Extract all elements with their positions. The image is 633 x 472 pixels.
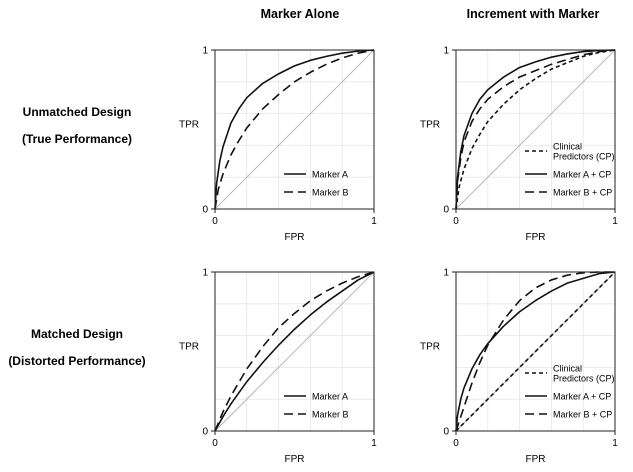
- y-tick-label: 1: [443, 46, 449, 57]
- y-axis-label: TPR: [179, 120, 199, 131]
- legend: Marker A Marker B: [284, 392, 349, 420]
- legend-label-line: Marker B: [312, 188, 349, 198]
- y-tick-label: 0: [443, 427, 449, 438]
- x-tick-label: 0: [212, 216, 218, 227]
- legend-label-line: Marker B + CP: [553, 410, 612, 420]
- legend-label: Marker B + CP: [553, 410, 612, 420]
- plot-frame: [455, 49, 616, 210]
- legend-label-line: Predictors (CP): [553, 152, 615, 162]
- legend-label: Marker B: [312, 188, 349, 198]
- legend-label: Marker A: [312, 392, 348, 402]
- legend: Clinical Predictors (CP) Marker A + CP Mark…: [525, 142, 615, 198]
- legend-label-line: Marker A + CP: [553, 170, 611, 180]
- series-line-marker-b-cp: [455, 271, 615, 432]
- chance-diagonal: [455, 49, 616, 210]
- column-title-increment: Increment with Marker: [467, 7, 600, 21]
- legend-label-line: Marker A + CP: [553, 392, 611, 402]
- x-tick-label: 1: [612, 438, 618, 449]
- x-tick-label: 1: [371, 216, 377, 227]
- x-tick-label: 1: [371, 438, 377, 449]
- column-title-marker-alone: Marker Alone: [261, 7, 340, 21]
- x-axis-label: FPR: [526, 232, 546, 243]
- row-subtitle-matched: (Distorted Performance): [8, 354, 145, 368]
- legend-label: Clinical Predictors (CP): [553, 364, 615, 384]
- panel-top-right: 0 1 0 1 FPR TPR Clinical Predictors (CP) Marker …: [420, 46, 618, 244]
- x-tick-label: 1: [612, 216, 618, 227]
- y-tick-label: 1: [202, 268, 208, 279]
- legend-label: Marker A + CP: [553, 392, 611, 402]
- x-tick-label: 0: [453, 438, 459, 449]
- y-tick-label: 0: [202, 205, 208, 216]
- row-title-matched: Matched Design: [31, 327, 123, 341]
- plot-frame: [214, 49, 375, 210]
- legend-label: Marker B + CP: [553, 188, 612, 198]
- series-line-marker-a: [214, 49, 375, 210]
- y-axis-label: TPR: [420, 120, 440, 131]
- chance-diagonal: [214, 49, 375, 210]
- y-tick-label: 0: [202, 427, 208, 438]
- series-line-clinical-predictors-cp-: [455, 271, 616, 432]
- legend-label: Clinical Predictors (CP): [553, 142, 615, 162]
- row-subtitle-unmatched: (True Performance): [22, 132, 132, 146]
- chance-diagonal: [214, 271, 375, 432]
- x-axis-label: FPR: [285, 454, 305, 465]
- legend-label-line: Clinical: [553, 364, 582, 374]
- x-axis-label: FPR: [526, 454, 546, 465]
- y-tick-label: 1: [202, 46, 208, 57]
- legend: Clinical Predictors (CP) Marker A + CP Mark…: [525, 364, 615, 420]
- y-tick-label: 0: [443, 205, 449, 216]
- legend-label-line: Clinical: [553, 142, 582, 152]
- legend: Marker A Marker B: [284, 170, 349, 198]
- y-tick-label: 1: [443, 268, 449, 279]
- plot-frame: [214, 271, 375, 432]
- series-line-marker-a-cp: [455, 271, 616, 432]
- legend-label: Marker A + CP: [553, 170, 611, 180]
- series-line-marker-a: [214, 271, 375, 432]
- x-tick-label: 0: [453, 216, 459, 227]
- row-title-unmatched: Unmatched Design: [23, 105, 132, 119]
- legend-label: Marker A: [312, 170, 348, 180]
- legend-label-line: Marker A: [312, 392, 348, 402]
- plot-frame: [455, 271, 616, 432]
- legend-label-line: Marker A: [312, 170, 348, 180]
- y-axis-label: TPR: [179, 342, 199, 353]
- panel-bottom-left: 0 1 0 1 FPR TPR Marker A Marker B: [179, 268, 377, 466]
- legend-label: Marker B: [312, 410, 349, 420]
- x-tick-label: 0: [212, 438, 218, 449]
- series-line-marker-b-cp: [455, 49, 616, 210]
- y-axis-label: TPR: [420, 342, 440, 353]
- x-axis-label: FPR: [285, 232, 305, 243]
- legend-label-line: Marker B: [312, 410, 349, 420]
- legend-label-line: Predictors (CP): [553, 374, 615, 384]
- legend-label-line: Marker B + CP: [553, 188, 612, 198]
- panel-top-left: 0 1 0 1 FPR TPR Marker A Marker B: [179, 46, 377, 244]
- panel-bottom-right: 0 1 0 1 FPR TPR Clinical Predictors (CP) Marker …: [420, 268, 618, 466]
- series-line-marker-a-cp: [455, 49, 616, 210]
- series-line-clinical-predictors-cp-: [455, 49, 616, 210]
- series-line-marker-b: [214, 271, 375, 432]
